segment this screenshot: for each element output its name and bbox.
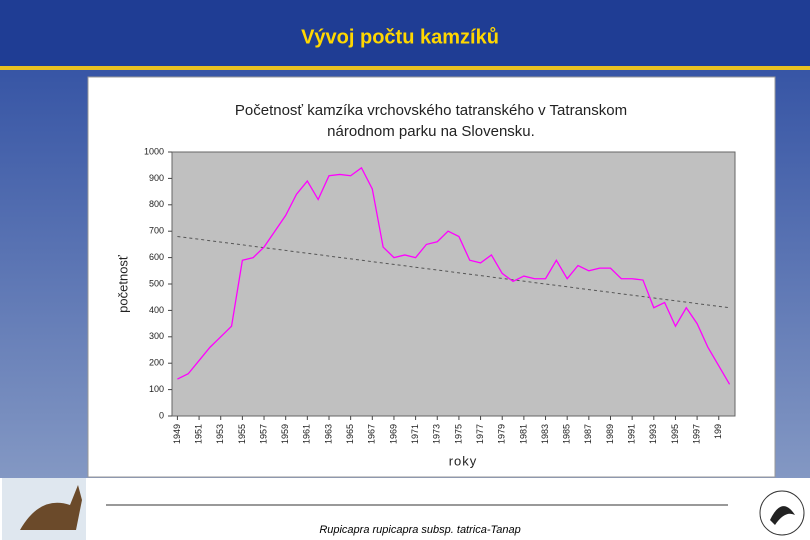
y-tick-label: 1000 [144,146,164,156]
chamois-figure [20,485,82,530]
y-tick-label: 500 [149,278,164,288]
x-tick-label: 1957 [258,424,268,444]
x-tick-label: 1975 [453,424,463,444]
y-tick-label: 900 [149,173,164,183]
y-tick-label: 200 [149,358,164,368]
y-axis-label: početnosť [115,255,130,313]
x-tick-label: 1961 [302,424,312,444]
x-tick-label: 1949 [172,424,182,444]
x-tick-label: 1963 [323,424,333,444]
title-bar [0,0,810,66]
y-tick-label: 600 [149,252,164,262]
x-tick-label: 199 [713,424,723,439]
title-rule [0,66,810,70]
x-tick-label: 1983 [540,424,550,444]
x-tick-label: 1987 [583,424,593,444]
logo-mark [770,506,795,525]
chart-title: Početnosť kamzíka vrchovského tatranskéh… [235,102,627,119]
y-tick-label: 300 [149,331,164,341]
y-tick-label: 800 [149,199,164,209]
x-axis-label: roky [449,453,478,468]
footer [0,478,810,540]
y-tick-label: 400 [149,305,164,315]
x-tick-label: 1969 [388,424,398,444]
y-tick-label: 700 [149,226,164,236]
x-tick-label: 1989 [605,424,615,444]
x-tick-label: 1973 [432,424,442,444]
x-tick-label: 1951 [193,424,203,444]
x-tick-label: 1995 [670,424,680,444]
x-tick-label: 1959 [280,424,290,444]
x-tick-label: 1991 [627,424,637,444]
x-tick-label: 1977 [475,424,485,444]
x-tick-label: 1981 [518,424,528,444]
x-tick-label: 1979 [497,424,507,444]
y-tick-label: 0 [159,410,164,420]
trend-line [177,235,730,309]
x-tick-label: 1985 [562,424,572,444]
chart-title: národnom parku na Slovensku. [327,123,535,140]
data-line [177,166,731,385]
x-tick-label: 1997 [691,424,701,444]
x-tick-label: 1955 [237,424,247,444]
x-tick-label: 1993 [648,424,658,444]
caption: Rupicapra rupicapra subsp. tatrica-Tanap [319,524,520,536]
x-tick-label: 1953 [215,424,225,444]
plot-area [171,151,736,417]
slide-title: Vývoj počtu kamzíků [301,26,499,48]
y-tick-label: 100 [149,384,164,394]
x-tick-label: 1971 [410,424,420,444]
x-tick-label: 1965 [345,424,355,444]
x-tick-label: 1967 [367,424,377,444]
